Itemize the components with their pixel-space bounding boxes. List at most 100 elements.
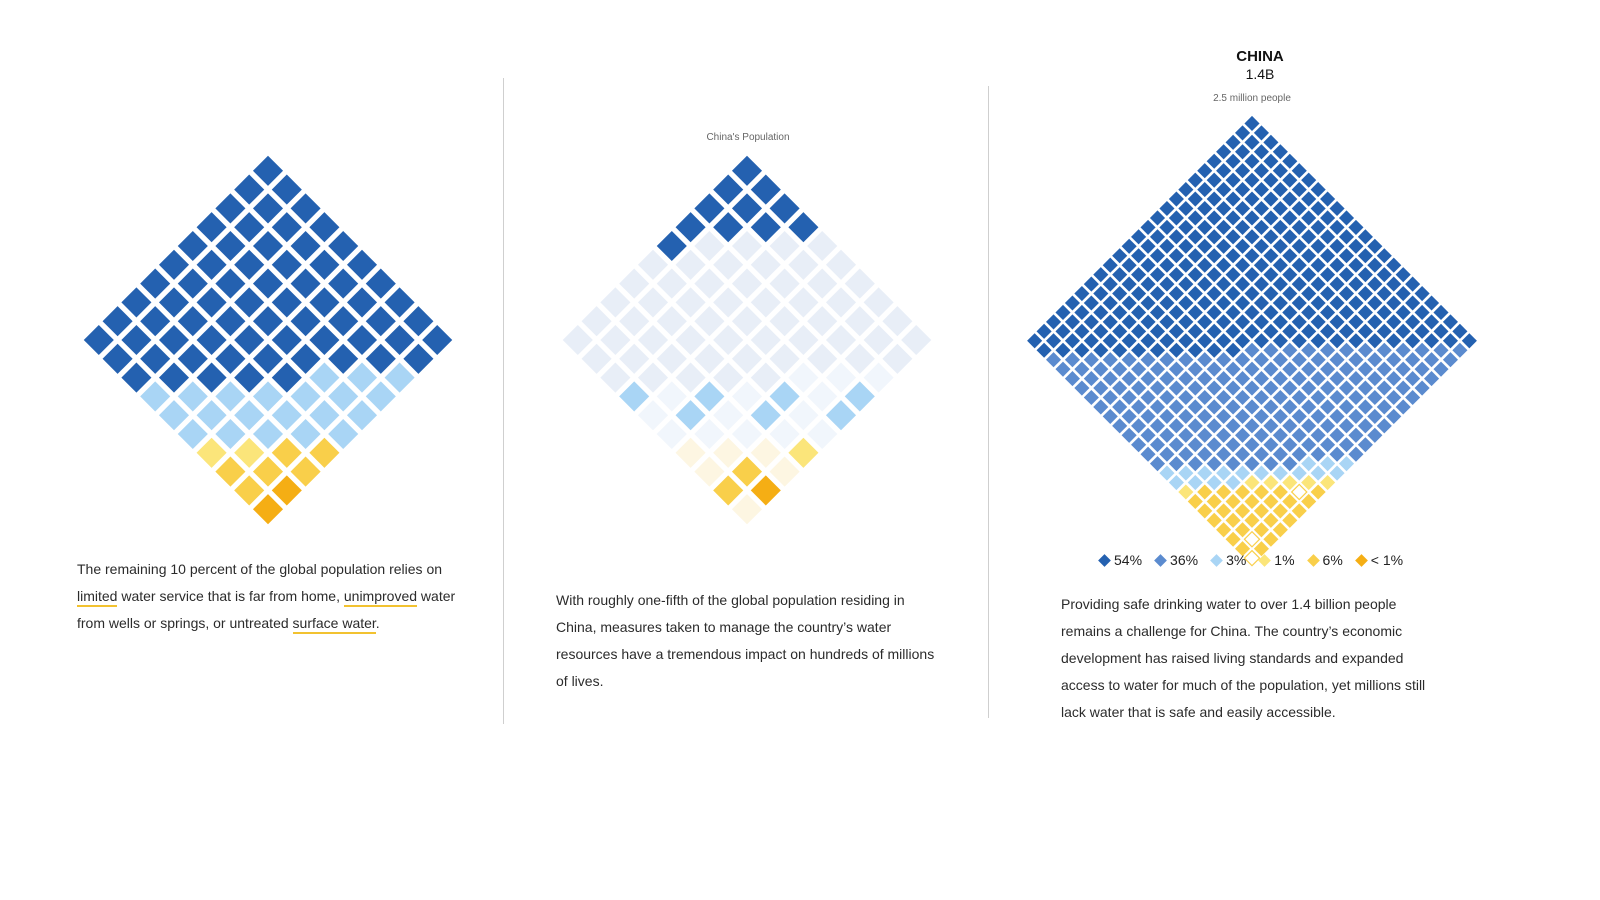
china-cell	[1272, 333, 1288, 349]
china-cell	[1310, 219, 1326, 235]
china-cell	[1178, 182, 1194, 198]
china-cell	[1216, 484, 1232, 500]
china-cell	[1282, 267, 1298, 283]
china-cell	[1290, 483, 1308, 501]
china-cell	[1187, 456, 1203, 472]
china-cell	[1159, 314, 1175, 330]
china-cell	[1055, 342, 1071, 358]
china-cell	[1272, 295, 1288, 311]
global-cell	[215, 381, 246, 412]
china-share-cell	[825, 362, 857, 393]
china-cell	[1216, 200, 1232, 217]
china-cell	[1320, 210, 1336, 226]
china-cell	[1121, 333, 1137, 349]
china-cell	[1338, 456, 1355, 472]
china-cell	[1225, 531, 1241, 547]
china-cell	[1093, 304, 1109, 321]
china-cell	[1197, 371, 1213, 387]
china-share-cell	[600, 324, 631, 356]
global-cell	[252, 230, 284, 262]
china-cell	[1234, 163, 1251, 179]
global-cell	[252, 456, 284, 487]
china-cell	[1282, 229, 1298, 245]
china-share-cell	[731, 456, 763, 487]
china-cell	[1216, 408, 1232, 424]
legend-label: 1%	[1274, 552, 1295, 568]
china-share-cell	[807, 268, 838, 299]
china-cell	[1206, 418, 1222, 434]
china-cell	[1131, 342, 1147, 358]
china-cell	[1272, 427, 1288, 443]
china-title: CHINA	[1236, 48, 1284, 65]
china-share-cell	[694, 381, 725, 412]
china-cell	[1357, 285, 1373, 302]
china-cell	[1329, 389, 1345, 406]
china-cell	[1272, 352, 1288, 368]
global-cell	[158, 362, 190, 393]
china-cell	[1131, 418, 1147, 434]
china-cell	[1329, 408, 1345, 424]
china-cell	[1168, 418, 1184, 434]
global-cell	[252, 155, 284, 186]
china-cell	[1301, 418, 1317, 434]
global-cell	[140, 306, 171, 337]
china-cell	[1168, 380, 1184, 396]
china-cell	[1272, 200, 1288, 217]
china-cell	[1376, 361, 1392, 377]
china-cell	[1074, 285, 1090, 302]
china-cell	[1310, 427, 1326, 443]
china-cell	[1423, 314, 1440, 330]
china-cell	[1178, 389, 1194, 406]
china-cell	[1149, 285, 1166, 302]
china-cell	[1234, 352, 1251, 368]
global-cell	[328, 230, 359, 262]
panel-divider-1	[503, 78, 504, 724]
china-cell	[1149, 248, 1166, 264]
global-cell	[328, 381, 359, 412]
china-cell	[1291, 503, 1307, 519]
china-cell	[1348, 257, 1364, 273]
china-cell	[1320, 361, 1336, 377]
china-cell	[1225, 342, 1241, 358]
china-cell	[1045, 333, 1062, 349]
china-share-cell	[675, 287, 706, 318]
china-cell	[1112, 399, 1128, 415]
china-cell	[1301, 172, 1317, 188]
china-cell	[1376, 342, 1392, 358]
china-cell	[1159, 238, 1175, 254]
china-cell	[1395, 342, 1411, 358]
china-share-cell	[863, 287, 894, 318]
china-cell	[1348, 276, 1364, 292]
china-cell	[1386, 371, 1402, 387]
china-cell	[1234, 465, 1251, 481]
china-cell	[1338, 285, 1355, 302]
china-cell	[1329, 352, 1345, 368]
china-share-cell	[619, 343, 650, 374]
china-cell	[1433, 361, 1449, 377]
china-cell	[1187, 380, 1203, 396]
china-cell	[1367, 427, 1383, 443]
china-cell	[1395, 361, 1411, 377]
global-cell	[328, 306, 359, 337]
china-cell	[1253, 465, 1270, 481]
china-cell	[1244, 418, 1260, 434]
china-cell	[1234, 522, 1251, 538]
china-cell	[1367, 257, 1383, 273]
china-share-cell	[788, 362, 819, 393]
global-cell	[158, 287, 190, 318]
china-cell	[1376, 323, 1392, 339]
china-cell	[1282, 304, 1298, 321]
china-cell	[1405, 352, 1421, 368]
china-cell	[1168, 474, 1184, 491]
china-cell	[1234, 503, 1251, 519]
caption-text: .	[375, 615, 380, 631]
china-cell	[1187, 418, 1203, 434]
china-cell	[1187, 361, 1203, 377]
china-cell	[1376, 267, 1392, 283]
global-cell	[290, 418, 321, 450]
china-cell	[1187, 399, 1203, 415]
global-cell	[271, 287, 302, 318]
china-share-cell	[656, 306, 687, 337]
china-share-cell	[844, 268, 875, 299]
global-cell	[309, 287, 340, 318]
